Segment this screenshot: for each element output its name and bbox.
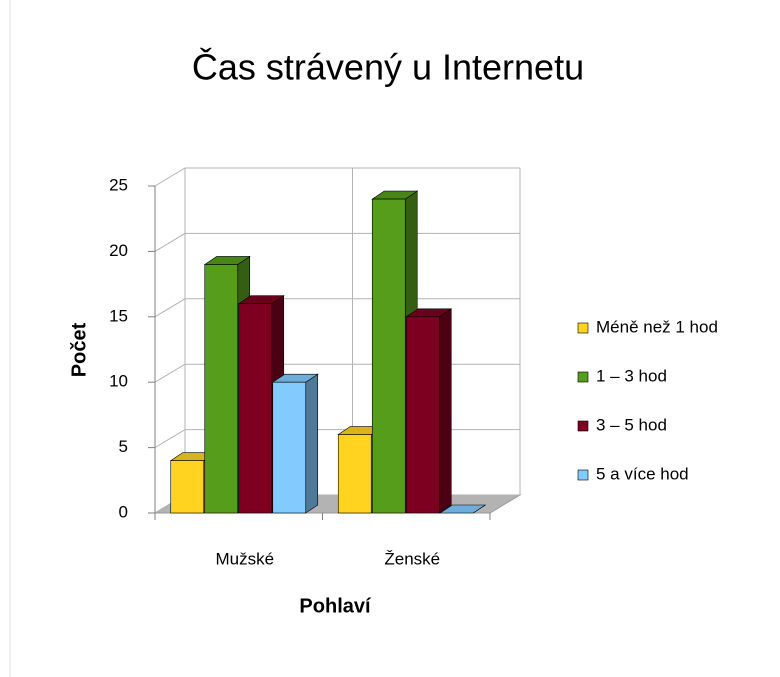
- legend-label: 5 a více hod: [596, 464, 689, 483]
- legend-label: 1 – 3 hod: [596, 366, 667, 385]
- x-tick-label: Mužské: [215, 549, 274, 568]
- y-tick-label: 20: [109, 241, 128, 260]
- bar: [272, 381, 307, 514]
- legend-swatch: [577, 469, 589, 481]
- y-axis-label: Počet: [68, 322, 90, 377]
- bar: [204, 264, 239, 514]
- chart-title: Čas strávený u Internetu: [192, 47, 584, 88]
- bar: [371, 198, 406, 514]
- y-tick-label: 10: [109, 372, 128, 391]
- y-tick-label: 15: [109, 306, 128, 325]
- grid-line: [154, 232, 520, 252]
- legend-swatch: [577, 420, 589, 432]
- legend-label: Méně než 1 hod: [596, 317, 718, 336]
- legend-swatch: [577, 322, 589, 334]
- legend-label: 3 – 5 hod: [596, 415, 667, 434]
- grid-line: [154, 167, 520, 187]
- bar-side: [305, 373, 319, 514]
- x-tick-label: Ženské: [384, 549, 440, 568]
- y-tick-label: 5: [119, 437, 128, 456]
- y-tick-label: 0: [119, 502, 128, 521]
- bar: [337, 434, 372, 514]
- bar: [405, 316, 440, 514]
- y-tick-label: 25: [109, 175, 128, 194]
- bar: [170, 460, 205, 514]
- x-axis-label: Pohlaví: [299, 595, 372, 617]
- legend-swatch: [577, 371, 589, 383]
- bar: [238, 303, 273, 514]
- bar-top: [439, 504, 487, 514]
- bar-side: [438, 308, 452, 514]
